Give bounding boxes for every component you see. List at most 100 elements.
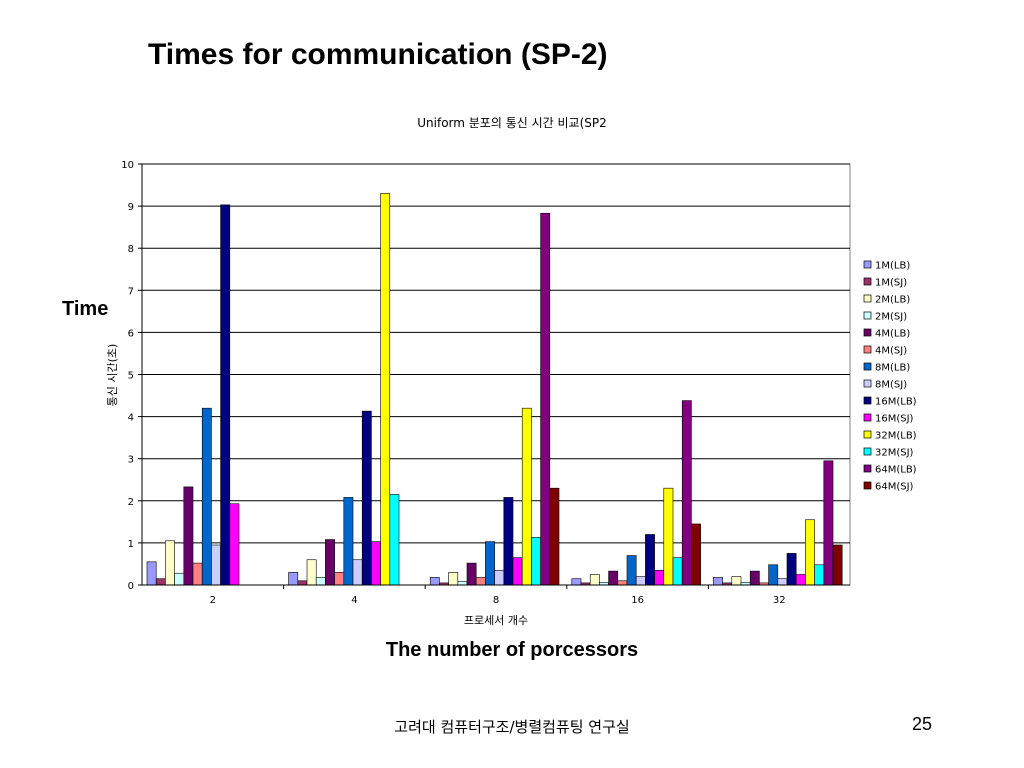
bar-2M(LB)-16 [589, 574, 600, 586]
x-tick-label: 2 [210, 595, 216, 606]
bar-4M(LB)-16 [608, 570, 619, 586]
legend-swatch [863, 396, 872, 405]
bars [146, 193, 843, 586]
legend-label: 2M(LB) [875, 295, 910, 306]
x-axis-caption: The number of porcessors [385, 639, 639, 661]
legend-swatch [863, 362, 872, 371]
bar-32M(LB)-32 [805, 519, 815, 586]
time-label: Time [62, 298, 109, 320]
y-tick-label: 7 [128, 286, 134, 297]
y-tick-label: 10 [121, 160, 134, 171]
legend-swatch [863, 447, 872, 456]
legend-swatch [863, 328, 872, 337]
chart-title: Uniform 분포의 통신 시간 비교(SP2 [417, 116, 607, 130]
bar-8M(LB)-8 [485, 541, 495, 586]
bar-2M(SJ)-8 [457, 581, 468, 586]
legend-swatch [863, 294, 872, 303]
bar-64M(LB)-32 [823, 460, 834, 586]
bar-4M(SJ)-8 [475, 577, 486, 586]
legend-label: 8M(LB) [875, 363, 910, 374]
bar-8M(LB)-4 [343, 497, 354, 586]
legend-swatch [863, 311, 872, 320]
y-tick-label: 0 [128, 581, 134, 592]
legend-label: 32M(SJ) [875, 448, 914, 459]
axes: 0 1 2 3 4 5 6 7 8 9 10 2 4 8 16 32 [121, 160, 850, 606]
bar-1M(SJ)-2 [155, 578, 166, 586]
legend-label: 8M(SJ) [875, 380, 907, 391]
y-tick-label: 9 [128, 202, 134, 213]
slide-title: Times for communication (SP-2) [148, 38, 608, 71]
y-tick-label: 5 [128, 371, 134, 382]
bar-8M(SJ)-32 [777, 578, 788, 586]
bar-4M(LB)-4 [325, 539, 335, 586]
x-tick-label: 4 [351, 595, 357, 606]
x-tick-label: 32 [773, 595, 786, 606]
bar-8M(LB)-16 [626, 555, 637, 586]
bar-2M(LB)-2 [165, 540, 175, 586]
bar-32M(SJ)-16 [672, 557, 683, 586]
legend-swatch [863, 260, 872, 269]
bar-64M(LB)-16 [681, 400, 692, 586]
bar-16M(SJ)-4 [371, 541, 381, 586]
bar-4M(SJ)-16 [617, 580, 628, 586]
bar-16M(SJ)-16 [654, 569, 665, 586]
y-tick-label: 3 [128, 455, 134, 466]
bar-8M(SJ)-16 [635, 576, 646, 586]
bar-32M(LB)-16 [663, 487, 674, 586]
page-number: 25 [912, 714, 933, 734]
bar-4M(LB)-32 [749, 570, 760, 586]
bar-16M(LB)-4 [361, 410, 372, 586]
y-tick-label: 8 [128, 244, 134, 255]
bar-1M(LB)-32 [713, 577, 723, 586]
bar-64M(LB)-8 [540, 212, 551, 586]
legend-label: 64M(LB) [875, 465, 917, 476]
bar-1M(LB)-4 [288, 572, 299, 586]
bar-16M(LB)-8 [503, 497, 514, 586]
bar-4M(SJ)-2 [192, 562, 203, 586]
legend-swatch [863, 413, 872, 422]
y-tick-label: 6 [128, 328, 134, 339]
bar-8M(LB)-2 [201, 407, 212, 586]
bar-1M(LB)-16 [571, 578, 582, 586]
bar-8M(SJ)-2 [211, 544, 221, 586]
bar-4M(SJ)-4 [334, 572, 345, 586]
bar-8M(SJ)-4 [352, 559, 363, 586]
bar-4M(LB)-2 [183, 486, 194, 586]
legend-label: 2M(SJ) [875, 312, 907, 323]
bar-16M(LB)-2 [220, 204, 231, 586]
x-tick-label: 16 [631, 595, 644, 606]
bar-16M(SJ)-2 [229, 503, 240, 586]
bar-32M(LB)-8 [521, 407, 532, 586]
y-axis-label: 통신 시간(초) [106, 344, 119, 407]
gridlines [141, 163, 851, 586]
bar-1M(LB)-8 [429, 577, 440, 586]
y-tick-label: 1 [128, 539, 134, 550]
legend-label: 4M(SJ) [875, 346, 907, 357]
bar-8M(LB)-32 [768, 564, 779, 586]
bar-4M(LB)-8 [466, 562, 477, 586]
y-tick-label: 4 [128, 413, 134, 424]
legend-swatch [863, 464, 872, 473]
bar-8M(SJ)-8 [494, 569, 505, 586]
bar-2M(LB)-8 [448, 572, 459, 586]
bar-64M(SJ)-8 [549, 487, 560, 586]
legend-label: 1M(LB) [875, 261, 910, 272]
bar-2M(SJ)-2 [174, 572, 185, 586]
legend-box [860, 256, 930, 498]
legend-label: 1M(SJ) [875, 278, 907, 289]
bar-32M(SJ)-4 [389, 494, 400, 586]
x-axis-label: 프로세서 개수 [464, 614, 528, 627]
bar-2M(LB)-4 [306, 559, 317, 586]
legend-swatch [863, 277, 872, 286]
legend-swatch [863, 430, 872, 439]
bar-2M(LB)-32 [731, 576, 742, 586]
bar-16M(LB)-32 [786, 553, 797, 586]
bar-16M(SJ)-8 [512, 557, 523, 586]
legend-label: 64M(SJ) [875, 482, 914, 493]
bar-1M(LB)-2 [146, 561, 157, 586]
legend-swatch [863, 345, 872, 354]
bar-32M(SJ)-32 [814, 564, 825, 586]
legend-label: 4M(LB) [875, 329, 910, 340]
legend-swatch [863, 481, 872, 490]
